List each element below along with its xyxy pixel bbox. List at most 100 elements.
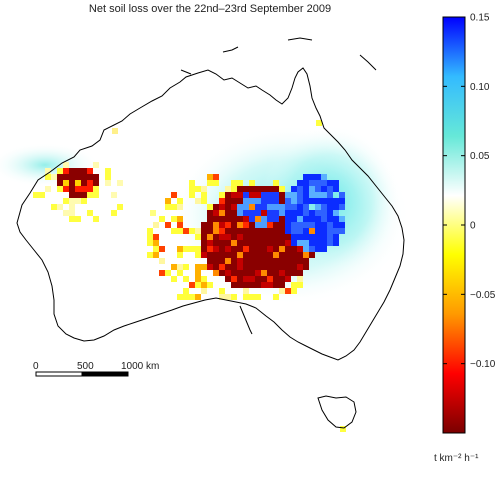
soil-loss-cell <box>297 264 303 270</box>
soil-loss-cell <box>267 276 273 282</box>
soil-loss-cell <box>75 174 81 180</box>
soil-loss-cell <box>315 186 321 192</box>
soil-loss-cell <box>279 234 285 240</box>
soil-loss-cell <box>165 198 171 204</box>
soil-loss-cell <box>57 174 63 180</box>
soil-loss-cell <box>261 246 267 252</box>
soil-loss-cell <box>165 204 171 210</box>
soil-loss-cell <box>297 180 303 186</box>
soil-loss-cell <box>249 282 255 288</box>
soil-loss-cell <box>291 222 297 228</box>
soil-loss-cell <box>93 174 99 180</box>
soil-loss-cell <box>219 204 225 210</box>
soil-loss-cell <box>333 228 339 234</box>
soil-loss-cell <box>219 294 225 300</box>
soil-loss-cell <box>273 264 279 270</box>
soil-loss-cell <box>225 252 231 258</box>
soil-loss-cell <box>327 234 333 240</box>
soil-loss-cell <box>315 222 321 228</box>
soil-loss-cell <box>183 264 189 270</box>
soil-loss-cell <box>231 258 237 264</box>
soil-loss-cell <box>309 222 315 228</box>
soil-loss-cell <box>291 282 297 288</box>
soil-loss-cell <box>75 168 81 174</box>
soil-loss-cell <box>183 228 189 234</box>
soil-loss-cell <box>297 246 303 252</box>
soil-loss-cell <box>267 240 273 246</box>
soil-loss-cell <box>201 282 207 288</box>
soil-loss-cell <box>303 216 309 222</box>
soil-loss-cell <box>315 174 321 180</box>
soil-loss-cell <box>69 204 75 210</box>
soil-loss-cell <box>267 258 273 264</box>
soil-loss-cell <box>189 294 195 300</box>
soil-loss-cell <box>213 174 219 180</box>
soil-loss-cell <box>225 294 231 300</box>
soil-loss-cell <box>249 192 255 198</box>
soil-loss-cell <box>327 192 333 198</box>
soil-loss-cell <box>339 216 345 222</box>
soil-loss-cell <box>93 180 99 186</box>
soil-loss-cell <box>297 210 303 216</box>
soil-loss-cell <box>69 210 75 216</box>
soil-loss-cell <box>261 186 267 192</box>
soil-loss-cell <box>315 192 321 198</box>
soil-loss-cell <box>297 204 303 210</box>
soil-loss-cell <box>243 204 249 210</box>
soil-loss-cell <box>231 216 237 222</box>
soil-loss-cell <box>51 174 57 180</box>
soil-loss-cell <box>249 264 255 270</box>
soil-loss-cell <box>219 252 225 258</box>
soil-loss-cell <box>237 282 243 288</box>
soil-loss-cell <box>177 246 183 252</box>
soil-loss-cell <box>225 222 231 228</box>
soil-loss-cell <box>207 282 213 288</box>
colorbar-tick-label: 0 <box>470 221 476 232</box>
soil-loss-cell <box>291 252 297 258</box>
soil-loss-cell <box>261 204 267 210</box>
soil-loss-cell <box>273 198 279 204</box>
soil-loss-cell <box>333 210 339 216</box>
soil-loss-cell <box>249 252 255 258</box>
soil-loss-cell <box>189 180 195 186</box>
soil-loss-cell <box>249 204 255 210</box>
soil-loss-cell <box>213 246 219 252</box>
soil-loss-cell <box>243 186 249 192</box>
soil-loss-cell <box>231 240 237 246</box>
island-small <box>180 69 192 75</box>
soil-loss-cell <box>219 198 225 204</box>
soil-loss-cell <box>81 186 87 192</box>
soil-loss-cell <box>273 240 279 246</box>
soil-loss-cell <box>291 288 297 294</box>
soil-loss-cell <box>213 228 219 234</box>
soil-loss-cell <box>273 192 279 198</box>
soil-loss-cell <box>225 216 231 222</box>
soil-loss-cell <box>261 210 267 216</box>
soil-loss-cell <box>195 252 201 258</box>
soil-loss-cell <box>219 246 225 252</box>
soil-loss-cell <box>303 240 309 246</box>
soil-loss-cell <box>279 204 285 210</box>
soil-loss-cell <box>249 216 255 222</box>
soil-loss-cell <box>303 174 309 180</box>
soil-loss-cell <box>273 210 279 216</box>
colorbar-tick-label: −0.10 <box>470 359 496 370</box>
soil-loss-cell <box>273 270 279 276</box>
soil-loss-cell <box>213 234 219 240</box>
soil-loss-cell <box>225 276 231 282</box>
island-ne <box>359 54 377 71</box>
soil-loss-cell <box>267 252 273 258</box>
scale-label-1000: 1000 km <box>121 361 159 372</box>
soil-loss-cell <box>315 246 321 252</box>
soil-loss-cell <box>159 270 165 276</box>
soil-loss-cell <box>225 210 231 216</box>
soil-loss-cell <box>273 186 279 192</box>
soil-loss-cell <box>327 210 333 216</box>
peninsula-sa <box>239 305 253 335</box>
soil-loss-cell <box>243 246 249 252</box>
soil-loss-cell <box>279 246 285 252</box>
soil-loss-cell <box>333 234 339 240</box>
soil-loss-cell <box>267 216 273 222</box>
soil-loss-cell <box>237 216 243 222</box>
